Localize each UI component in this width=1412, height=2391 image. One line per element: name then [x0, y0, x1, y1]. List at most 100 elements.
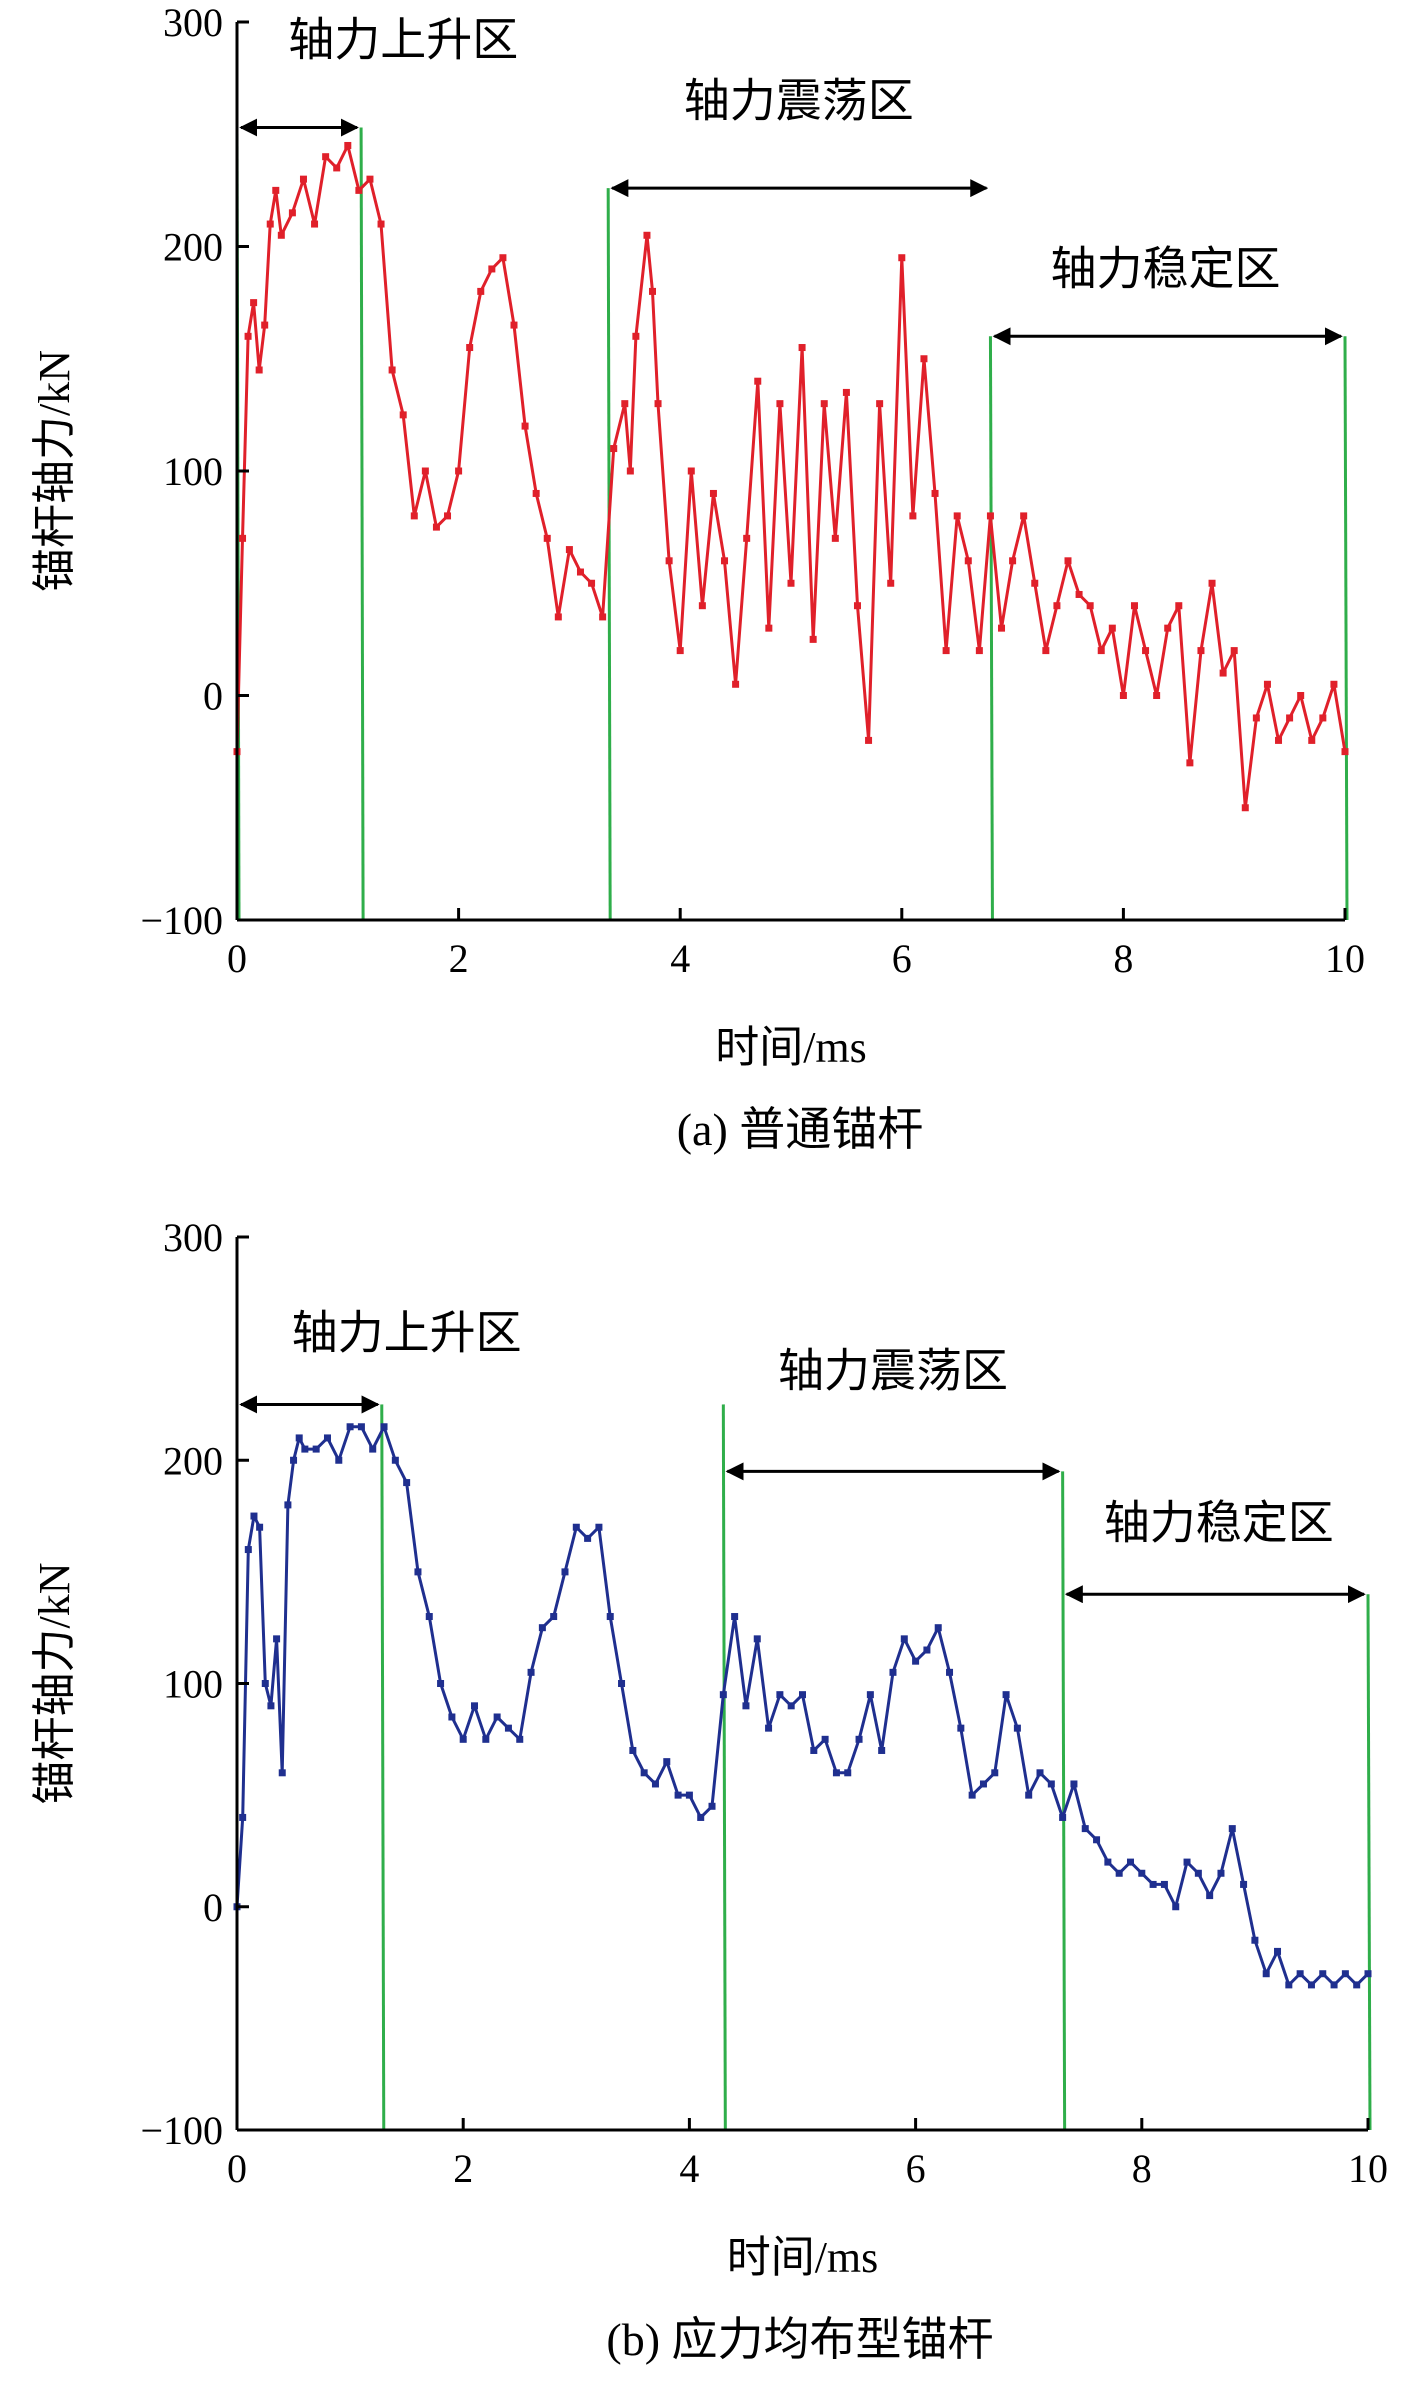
data-point: [732, 680, 740, 688]
data-point: [820, 400, 828, 408]
data-point: [572, 1523, 580, 1531]
data-point: [239, 1813, 247, 1821]
data-point: [388, 366, 396, 374]
data-point: [810, 1746, 818, 1754]
y-tick-label: 0: [203, 674, 223, 719]
data-point: [698, 602, 706, 610]
data-point: [1341, 748, 1349, 756]
x-tick-label: 6: [892, 936, 912, 981]
data-point: [765, 624, 773, 632]
data-point: [676, 647, 684, 655]
data-point: [626, 467, 634, 475]
data-point: [499, 254, 507, 262]
data-point: [912, 1657, 920, 1665]
data-point: [455, 467, 463, 475]
data-point: [1241, 804, 1249, 812]
data-point: [391, 1456, 399, 1464]
data-point: [256, 1523, 264, 1531]
data-point: [1119, 692, 1127, 699]
data-point: [844, 1769, 852, 1777]
data-point: [842, 388, 850, 396]
data-point: [266, 220, 274, 228]
data-point: [344, 141, 352, 149]
zone-label: 轴力上升区: [292, 1306, 522, 1360]
zone-boundaries: [380, 1404, 1372, 2131]
data-point: [754, 377, 762, 385]
data-point: [942, 647, 950, 655]
data-point: [799, 1691, 806, 1699]
data-point: [1138, 1869, 1146, 1877]
data-point: [1009, 557, 1017, 565]
data-point: [889, 1668, 897, 1676]
y-tick-label: 200: [163, 225, 223, 270]
data-point: [1285, 1981, 1293, 1989]
data-point: [986, 512, 994, 520]
data-point: [355, 186, 363, 194]
data-point: [1197, 647, 1205, 655]
data-point: [610, 445, 618, 453]
data-point: [1047, 1780, 1055, 1788]
y-axis-title: 锚杆轴力/kN: [30, 350, 79, 592]
data-point: [1353, 1981, 1361, 1989]
data-point: [444, 512, 452, 520]
data-point: [448, 1713, 456, 1721]
data-point: [554, 613, 562, 621]
y-tick-label: 0: [203, 1885, 223, 1930]
data-point: [432, 523, 440, 531]
data-point: [1081, 1825, 1089, 1833]
data-point: [1149, 1880, 1157, 1888]
data-point: [855, 1735, 863, 1743]
data-point: [527, 1668, 535, 1676]
data-point: [876, 400, 884, 408]
data-point: [776, 400, 784, 408]
data-point: [277, 231, 285, 239]
data-point: [1296, 1970, 1304, 1978]
data-point: [1274, 1947, 1282, 1955]
data-point: [366, 175, 374, 183]
x-tick-label: 4: [679, 2146, 699, 2191]
data-point: [742, 1702, 750, 1710]
data-point: [437, 1680, 445, 1687]
data-point: [1208, 579, 1216, 587]
data-point: [821, 1735, 829, 1743]
data-point: [357, 1423, 365, 1431]
data-point: [1020, 512, 1028, 520]
axes-a: [235, 22, 1345, 922]
data-point: [651, 1780, 659, 1788]
data-point: [311, 220, 319, 228]
data-point: [1064, 557, 1072, 565]
zone-boundary-line: [380, 1404, 386, 2131]
data-point: [887, 579, 895, 587]
data-point: [346, 1423, 354, 1431]
data-point: [1219, 669, 1227, 677]
x-tick-label: 8: [1132, 2146, 1152, 2191]
data-point: [798, 344, 806, 352]
data-point: [322, 153, 330, 161]
data-point: [998, 624, 1006, 632]
data-point: [1164, 624, 1172, 632]
data-point: [516, 1735, 524, 1743]
data-point: [776, 1691, 784, 1699]
data-point: [267, 1702, 275, 1710]
y-tick-label: −100: [140, 898, 223, 943]
data-point: [588, 579, 596, 587]
data-point: [244, 1546, 252, 1554]
data-point: [787, 579, 795, 587]
series-b: [233, 1423, 1372, 1989]
zone-label: 轴力上升区: [288, 13, 518, 67]
data-point: [471, 1702, 479, 1710]
data-point: [493, 1713, 501, 1721]
data-point: [255, 366, 263, 374]
data-point: [561, 1568, 569, 1576]
x-tick-label: 2: [453, 2146, 473, 2191]
data-point: [946, 1668, 954, 1676]
data-point: [1013, 1724, 1021, 1732]
zone-label: 轴力稳定区: [1104, 1495, 1334, 1549]
data-point: [1002, 1691, 1010, 1699]
data-point: [606, 1613, 614, 1621]
